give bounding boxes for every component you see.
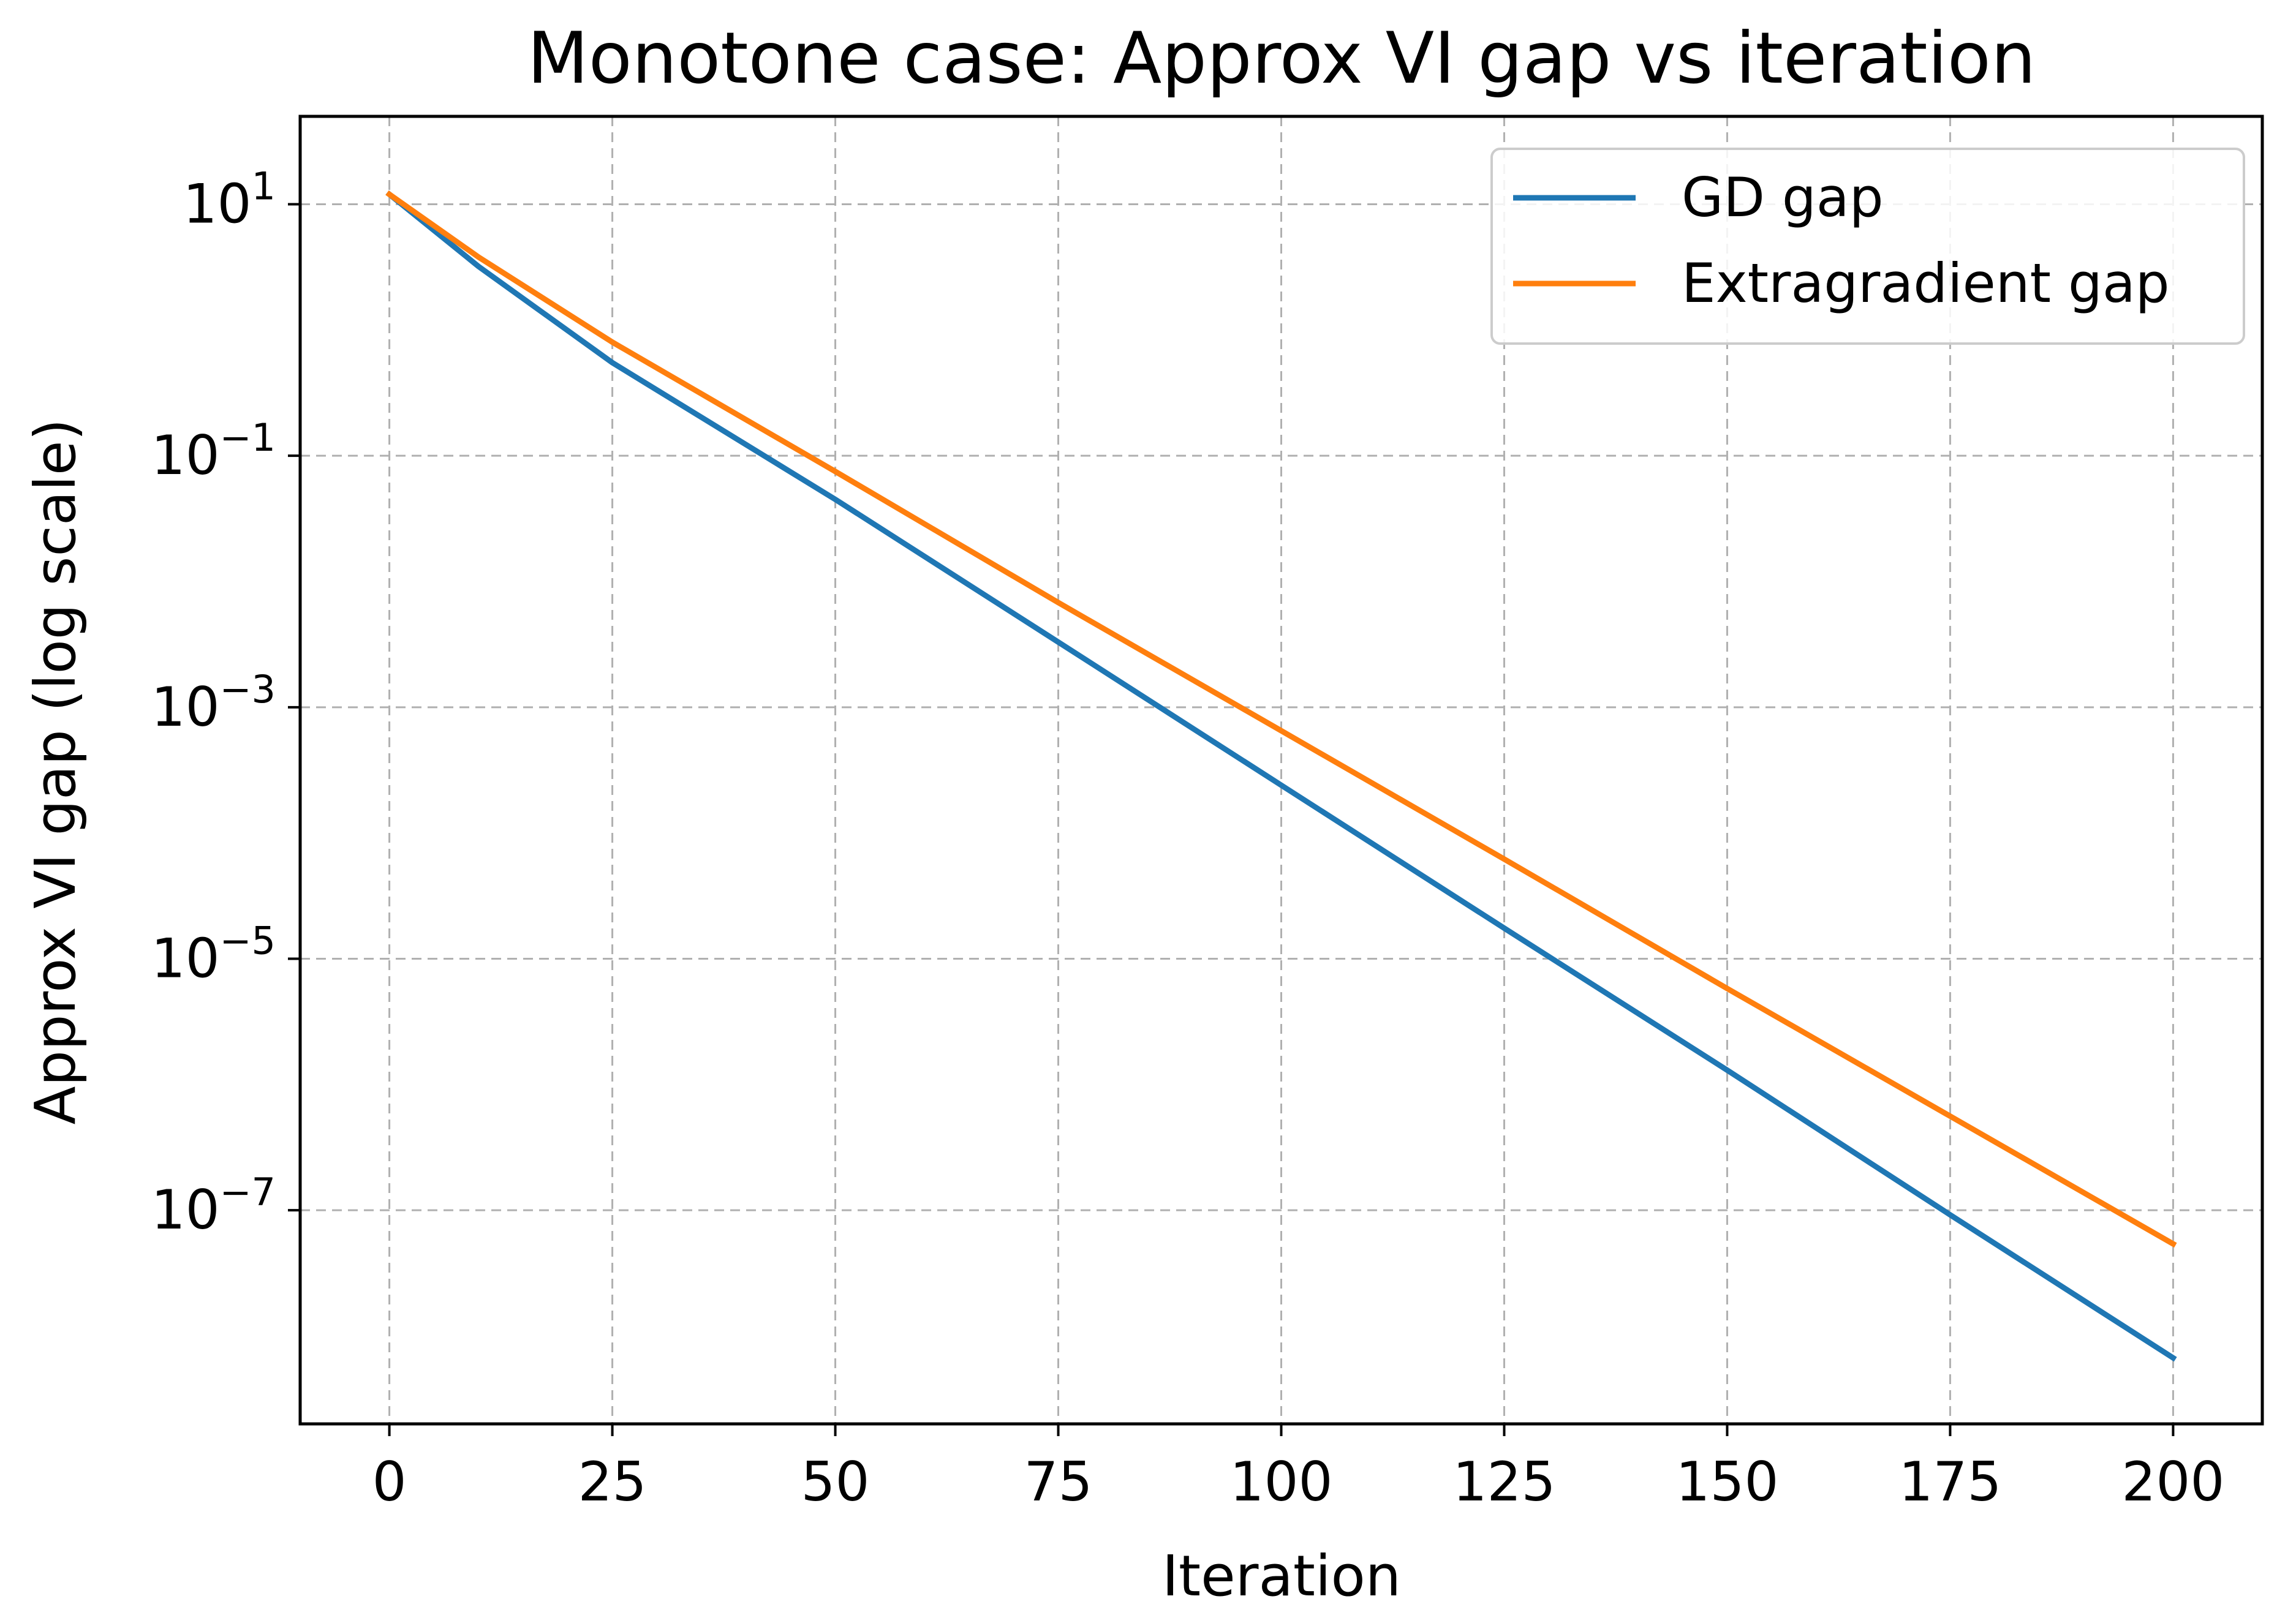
y-tick-label: 101 [183, 164, 276, 236]
x-tick-label: 25 [578, 1450, 647, 1513]
x-axis: 0 25 50 75 100 125 150 175 200 [372, 1424, 2224, 1513]
series-line-gd-gap [385, 190, 2177, 1362]
legend: GD gap Extragradient gap [1490, 148, 2245, 345]
x-tick-label: 50 [801, 1450, 870, 1513]
legend-label-extragradient-gap: Extragradient gap [1682, 252, 2170, 315]
x-axis-label: Iteration [1162, 1543, 1401, 1607]
chart-title: Monotone case: Approx VI gap vs iteratio… [527, 17, 2036, 100]
series-line-extragradient-gap [385, 190, 2177, 1248]
y-tick-label: 10−1 [151, 415, 276, 487]
x-tick-label: 0 [372, 1450, 407, 1513]
grid [300, 116, 2262, 1424]
series-layer [385, 190, 2177, 1362]
y-tick-label: 10−7 [151, 1170, 276, 1241]
x-tick-label: 100 [1230, 1450, 1333, 1513]
x-tick-label: 150 [1675, 1450, 1778, 1513]
y-axis: 101 10−1 10−3 10−5 10−7 [151, 164, 300, 1241]
legend-box [1490, 148, 2245, 345]
x-tick-label: 175 [1898, 1450, 2001, 1513]
x-tick-label: 200 [2121, 1450, 2224, 1513]
x-tick-label: 125 [1452, 1450, 1555, 1513]
y-tick-label: 10−3 [151, 667, 276, 739]
y-tick-label: 10−5 [151, 918, 276, 990]
x-tick-label: 75 [1024, 1450, 1093, 1513]
legend-label-gd-gap: GD gap [1682, 166, 1884, 229]
y-axis-label: Approx VI gap (log scale) [23, 419, 88, 1125]
